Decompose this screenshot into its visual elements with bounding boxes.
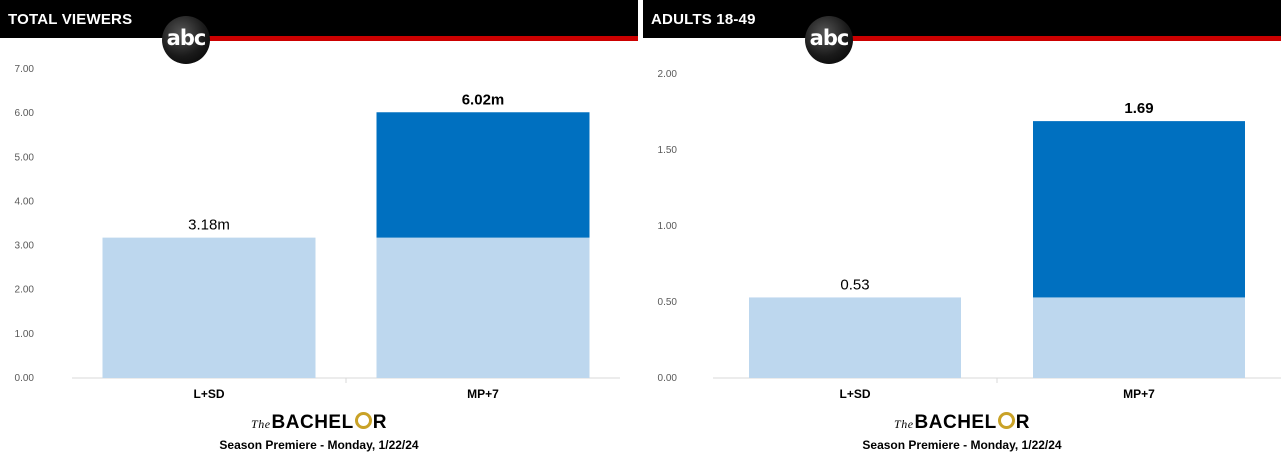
- bar-segment-mp-7-0: [376, 237, 590, 378]
- bar-segment-mp-7-1: [1033, 121, 1245, 298]
- show-logo: TheBACHEL R: [894, 412, 1030, 433]
- y-tick-label: 1.00: [658, 221, 678, 232]
- chart-panel-adults-18-49: ADULTS 18-49 abc 0.00 0.50 1.00 1.50 2.00 0.5…: [643, 0, 1281, 460]
- chart-subtitle: Season Premiere - Monday, 1/22/24: [862, 438, 1062, 452]
- bar-segment-mp-7-1: [376, 112, 590, 238]
- accent-line: [178, 36, 638, 41]
- title-bar: ADULTS 18-49: [643, 0, 1281, 38]
- y-tick-label: 2.00: [658, 69, 678, 80]
- abc-logo-icon: abc: [162, 16, 210, 64]
- y-tick-label: 5.00: [15, 152, 35, 163]
- title-bar: TOTAL VIEWERS: [0, 0, 638, 38]
- bar-chart-total-viewers: 0.00 1.00 2.00 3.00 4.00 5.00 6.00 7.00 3.18m L+S…: [15, 64, 620, 400]
- abc-logo-icon: abc: [805, 16, 853, 64]
- panel-title: TOTAL VIEWERS: [8, 11, 133, 28]
- x-category-label: MP+7: [467, 387, 499, 400]
- panel-title: ADULTS 18-49: [651, 11, 756, 28]
- bar-segment-l-sd-0: [749, 297, 961, 378]
- y-tick-label: 7.00: [15, 64, 35, 75]
- x-category-label: L+SD: [193, 387, 224, 400]
- data-label: 0.53: [840, 276, 869, 293]
- x-category-label: MP+7: [1123, 387, 1155, 400]
- y-tick-label: 1.50: [658, 145, 678, 156]
- data-label: 6.02m: [462, 91, 505, 108]
- y-tick-label: 0.00: [15, 373, 35, 384]
- y-tick-label: 4.00: [15, 196, 35, 207]
- accent-line: [821, 36, 1281, 41]
- ring-icon: [997, 412, 1015, 429]
- y-tick-label: 0.50: [658, 297, 678, 308]
- chart-panel-total-viewers: TOTAL VIEWERS abc 0.00 1.00 2.00 3.00 4.00 5.…: [0, 0, 638, 460]
- y-tick-label: 6.00: [15, 108, 35, 119]
- show-logo: TheBACHEL R: [251, 412, 387, 433]
- y-tick-label: 2.00: [15, 285, 35, 296]
- data-label: 3.18m: [188, 217, 230, 234]
- x-category-label: L+SD: [839, 387, 870, 400]
- y-tick-label: 1.00: [15, 329, 35, 340]
- bar-chart-adults-18-49: 0.00 0.50 1.00 1.50 2.00 0.53 L+SD 1.69 MP+7: [658, 69, 1281, 400]
- bar-segment-mp-7-0: [1033, 297, 1245, 378]
- y-tick-label: 0.00: [658, 373, 678, 384]
- chart-subtitle: Season Premiere - Monday, 1/22/24: [219, 438, 419, 452]
- y-tick-label: 3.00: [15, 241, 35, 252]
- bar-segment-l-sd-0: [102, 237, 316, 378]
- ring-icon: [354, 412, 372, 429]
- data-label: 1.69: [1124, 100, 1153, 117]
